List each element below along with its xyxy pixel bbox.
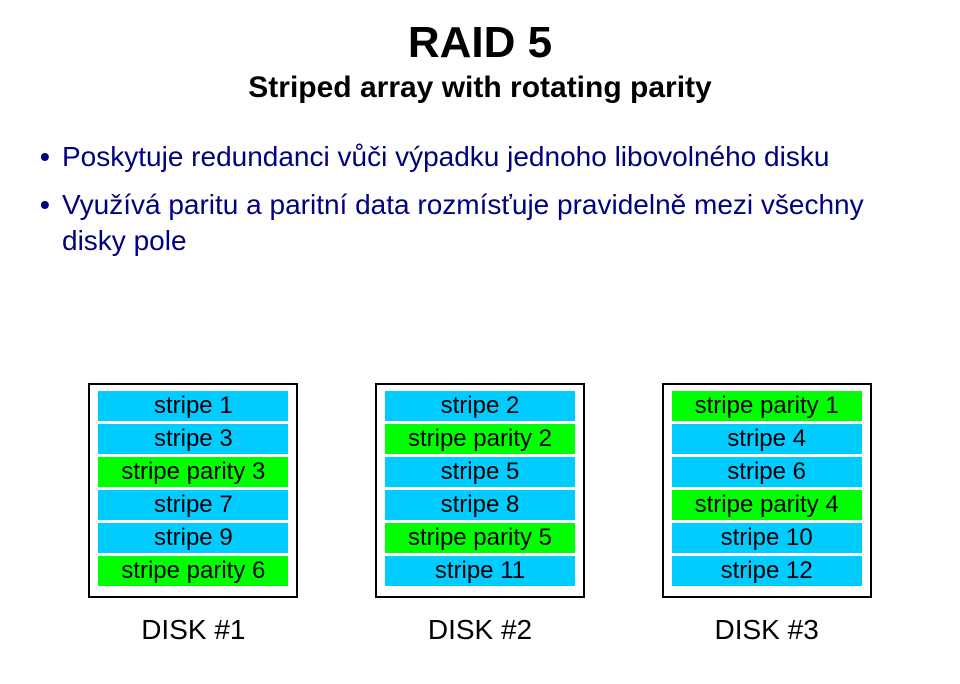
stripe-cell: stripe 6 (672, 457, 862, 487)
stripe-cell: stripe 5 (385, 457, 575, 487)
stripe-cell: stripe parity 2 (385, 424, 575, 454)
stripe-cell: stripe parity 5 (385, 523, 575, 553)
stripe-cell: stripe 1 (98, 391, 288, 421)
bullet-marker: • (40, 139, 62, 175)
disk-label: DISK #2 (428, 614, 532, 646)
stripe-cell: stripe 11 (385, 556, 575, 586)
stripe-cell: stripe 10 (672, 523, 862, 553)
slide: RAID 5 Striped array with rotating parit… (0, 0, 960, 684)
bullet-marker: • (40, 187, 62, 259)
title-block: RAID 5 Striped array with rotating parit… (40, 18, 920, 105)
disk-box: stripe parity 1 stripe 4 stripe 6 stripe… (662, 383, 872, 598)
disk-column-2: stripe 2 stripe parity 2 stripe 5 stripe… (375, 383, 585, 646)
stripe-cell: stripe 4 (672, 424, 862, 454)
stripe-cell: stripe 2 (385, 391, 575, 421)
bullet-text: Poskytuje redundanci vůči výpadku jednoh… (62, 139, 920, 175)
stripe-cell: stripe parity 6 (98, 556, 288, 586)
bullet-item: • Využívá paritu a paritní data rozmísťu… (40, 187, 920, 259)
stripe-cell: stripe parity 3 (98, 457, 288, 487)
disk-box: stripe 2 stripe parity 2 stripe 5 stripe… (375, 383, 585, 598)
disk-column-1: stripe 1 stripe 3 stripe parity 3 stripe… (88, 383, 298, 646)
stripe-cell: stripe 8 (385, 490, 575, 520)
slide-subtitle: Striped array with rotating parity (40, 71, 920, 106)
stripe-cell: stripe parity 1 (672, 391, 862, 421)
bullet-item: • Poskytuje redundanci vůči výpadku jedn… (40, 139, 920, 175)
stripe-cell: stripe 12 (672, 556, 862, 586)
stripe-cell: stripe 7 (98, 490, 288, 520)
bullet-list: • Poskytuje redundanci vůči výpadku jedn… (40, 139, 920, 258)
bullet-text: Využívá paritu a paritní data rozmísťuje… (62, 187, 920, 259)
slide-title: RAID 5 (40, 18, 920, 69)
stripe-cell: stripe 9 (98, 523, 288, 553)
disk-label: DISK #1 (141, 614, 245, 646)
disk-label: DISK #3 (715, 614, 819, 646)
disk-column-3: stripe parity 1 stripe 4 stripe 6 stripe… (662, 383, 872, 646)
stripe-cell: stripe 3 (98, 424, 288, 454)
disks-row: stripe 1 stripe 3 stripe parity 3 stripe… (0, 383, 960, 646)
disk-box: stripe 1 stripe 3 stripe parity 3 stripe… (88, 383, 298, 598)
stripe-cell: stripe parity 4 (672, 490, 862, 520)
